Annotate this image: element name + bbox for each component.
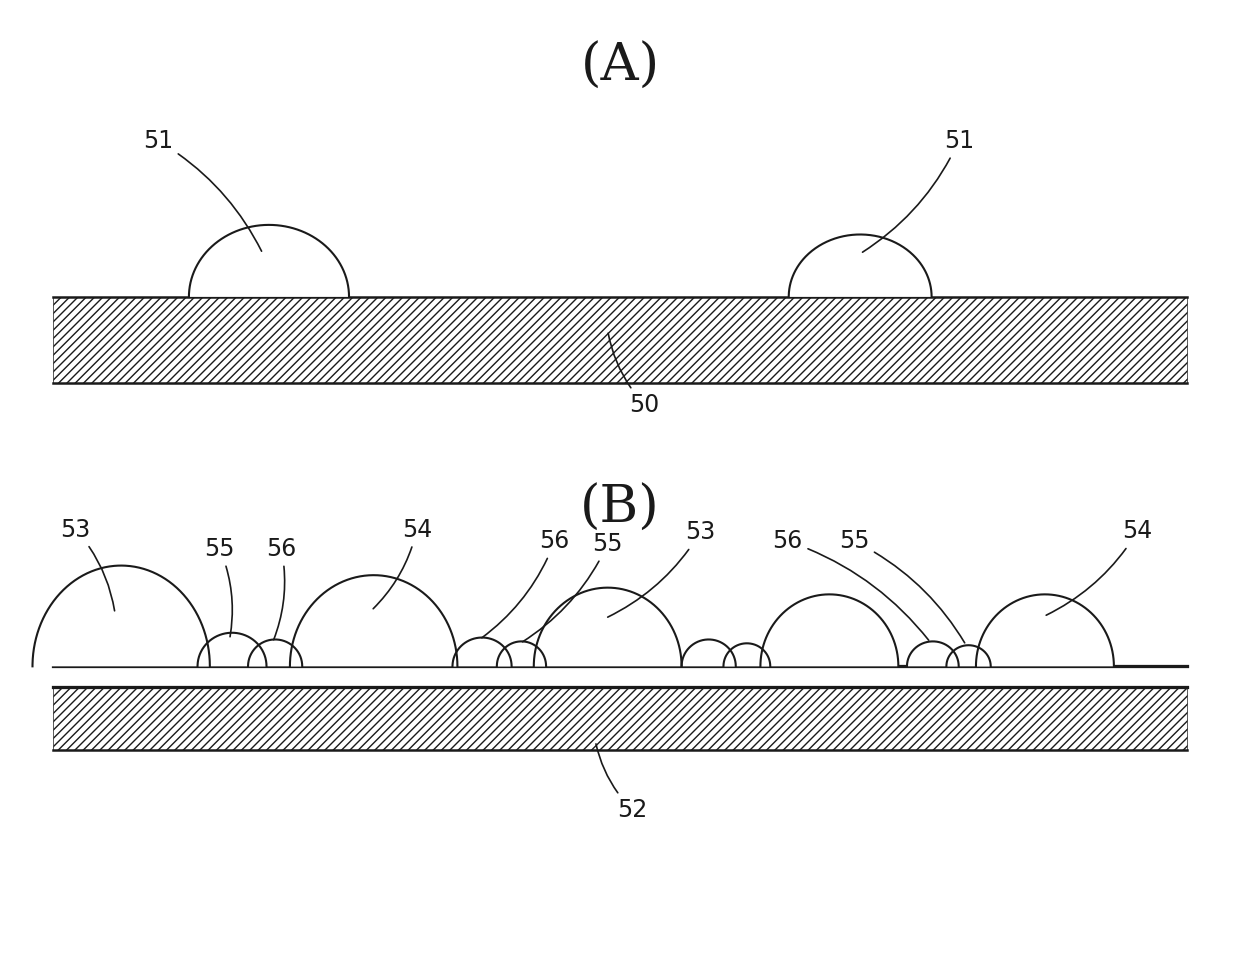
- Polygon shape: [248, 640, 303, 666]
- Text: 53: 53: [608, 521, 715, 618]
- Polygon shape: [682, 640, 735, 666]
- Polygon shape: [497, 642, 546, 666]
- Text: 56: 56: [773, 529, 929, 640]
- Polygon shape: [188, 225, 348, 297]
- Polygon shape: [906, 642, 959, 666]
- Text: (B): (B): [580, 482, 660, 533]
- Polygon shape: [53, 297, 1187, 383]
- Text: 53: 53: [61, 518, 114, 611]
- Polygon shape: [53, 687, 1187, 750]
- Polygon shape: [533, 588, 682, 666]
- Polygon shape: [32, 565, 210, 666]
- Polygon shape: [760, 594, 898, 666]
- Text: 56: 56: [482, 529, 570, 638]
- Text: 56: 56: [267, 537, 296, 640]
- Text: 54: 54: [1047, 520, 1152, 616]
- Polygon shape: [723, 644, 770, 666]
- Text: (A): (A): [580, 41, 660, 92]
- Text: 55: 55: [522, 532, 622, 642]
- Polygon shape: [290, 575, 458, 666]
- Text: 51: 51: [863, 129, 973, 253]
- Polygon shape: [197, 633, 267, 666]
- Polygon shape: [453, 638, 512, 666]
- Text: 55: 55: [205, 537, 234, 637]
- Polygon shape: [53, 666, 1187, 687]
- Text: 50: 50: [608, 333, 660, 417]
- Text: 52: 52: [596, 743, 647, 822]
- Polygon shape: [976, 594, 1114, 666]
- Text: 51: 51: [143, 129, 262, 251]
- Polygon shape: [946, 646, 991, 666]
- Text: 55: 55: [838, 529, 965, 643]
- Polygon shape: [789, 234, 931, 297]
- Text: 54: 54: [373, 518, 432, 609]
